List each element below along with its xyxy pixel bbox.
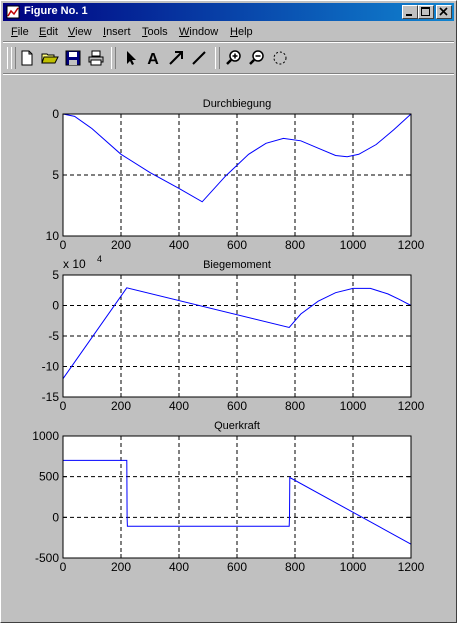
x-tick-label: 800 (285, 560, 305, 574)
title-bar[interactable]: Figure No. 1 (3, 3, 454, 21)
y-tick-label: 0 (52, 107, 59, 121)
axis-multiplier-exponent: 4 (97, 254, 102, 264)
menu-separator (3, 41, 454, 43)
new-file-icon (21, 50, 33, 66)
insert-arrow-button[interactable] (165, 47, 187, 69)
menu-file[interactable]: File (11, 26, 29, 38)
toolbar: A (3, 43, 454, 73)
select-arrow-icon (127, 51, 136, 65)
x-tick-label: 600 (227, 560, 247, 574)
menu-help[interactable]: Help (230, 26, 253, 38)
x-tick-label: 0 (60, 560, 67, 574)
insert-text-icon: A (147, 51, 159, 67)
y-tick-label: 5 (52, 268, 59, 282)
figure-canvas: 0 200 400 600 800 1000 1200 0 5 10 Durchbiegung 0 20… (6, 79, 453, 619)
y-tick-label: -10 (42, 360, 60, 374)
y-tick-label: -5 (48, 329, 59, 343)
y-tick-label: -15 (42, 390, 60, 404)
new-file-button[interactable] (16, 47, 38, 69)
menu-insert[interactable]: Insert (103, 26, 131, 38)
axes-background (63, 436, 411, 558)
axes-2[interactable]: 0 200 400 600 800 1000 1200 5 0 -5 -10 -15 Biegemome… (42, 254, 425, 413)
x-tick-label: 200 (111, 399, 131, 413)
save-disk-icon (65, 50, 81, 66)
y-tick-label: 0 (52, 299, 59, 313)
axis-multiplier: x 10 (63, 257, 86, 271)
x-tick-label: 1200 (398, 399, 425, 413)
y-tick-label: 5 (52, 168, 59, 182)
data-line (62, 287, 412, 379)
insert-text-button[interactable]: A (142, 47, 164, 69)
x-tick-label: 600 (227, 399, 247, 413)
data-line (62, 113, 412, 203)
save-button[interactable] (62, 47, 84, 69)
x-tick-label: 200 (111, 238, 131, 252)
insert-text-glyph: A (147, 51, 159, 67)
axes-title: Querkraft (214, 420, 260, 432)
matlab-figure-icon (6, 5, 20, 19)
maximize-icon (421, 7, 430, 16)
data-line (63, 459, 412, 545)
x-tick-label: 1000 (340, 560, 367, 574)
print-button[interactable] (85, 47, 107, 69)
zoom-out-icon (249, 50, 264, 65)
toolbar-grip-2 (11, 47, 16, 69)
y-tick-label: 0 (52, 510, 59, 524)
y-tick-label: 1000 (32, 429, 59, 443)
menu-tools[interactable]: Tools (142, 26, 168, 38)
maximize-button[interactable] (418, 5, 434, 19)
insert-line-button[interactable] (188, 47, 210, 69)
x-tick-label: 400 (169, 238, 189, 252)
x-tick-label: 1000 (340, 399, 367, 413)
insert-arrow-icon (169, 51, 183, 65)
x-tick-label: 1000 (340, 238, 367, 252)
y-tick-label: 10 (46, 229, 60, 243)
x-tick-label: 1200 (398, 238, 425, 252)
menu-bar: File Edit View Insert Tools Window Help (3, 23, 454, 41)
close-button[interactable] (436, 5, 452, 19)
select-button[interactable] (119, 47, 141, 69)
insert-line-icon (192, 51, 206, 65)
menu-edit[interactable]: Edit (39, 26, 58, 38)
print-icon (88, 50, 104, 66)
y-tick-label: 500 (39, 470, 59, 484)
x-tick-label: 0 (60, 399, 67, 413)
x-tick-label: 400 (169, 560, 189, 574)
toolbar-separator-line (3, 73, 454, 75)
zoom-out-button[interactable] (246, 47, 268, 69)
axes-1[interactable]: 0 200 400 600 800 1000 1200 0 5 10 Durchbiegung (46, 98, 425, 252)
zoom-in-icon (226, 50, 241, 65)
toolbar-separator-2 (215, 47, 220, 69)
axes-title: Biegemoment (203, 259, 271, 271)
axes-title: Durchbiegung (203, 98, 272, 110)
x-tick-label: 200 (111, 560, 131, 574)
x-tick-label: 400 (169, 399, 189, 413)
minimize-icon (406, 14, 412, 16)
toolbar-separator (111, 47, 116, 69)
y-tick-label: -500 (35, 551, 59, 565)
zoom-in-button[interactable] (223, 47, 245, 69)
x-tick-label: 1200 (398, 560, 425, 574)
close-icon (439, 7, 448, 16)
rotate-icon (273, 51, 287, 65)
menu-view[interactable]: View (68, 26, 92, 38)
x-tick-label: 800 (285, 238, 305, 252)
window-title: Figure No. 1 (24, 5, 88, 17)
x-tick-label: 600 (227, 238, 247, 252)
open-folder-icon (41, 53, 59, 64)
open-button[interactable] (39, 47, 61, 69)
menu-window[interactable]: Window (179, 26, 219, 38)
x-tick-label: 0 (60, 238, 67, 252)
x-tick-label: 800 (285, 399, 305, 413)
minimize-button[interactable] (402, 5, 418, 19)
axes-3[interactable]: 0 200 400 600 800 1000 120010005000-500Querkra… (32, 420, 424, 574)
rotate-button[interactable] (269, 47, 291, 69)
